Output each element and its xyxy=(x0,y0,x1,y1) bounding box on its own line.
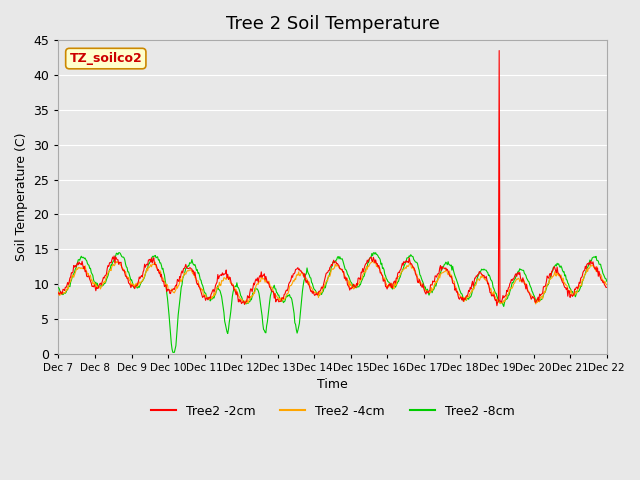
Title: Tree 2 Soil Temperature: Tree 2 Soil Temperature xyxy=(226,15,440,33)
Legend: Tree2 -2cm, Tree2 -4cm, Tree2 -8cm: Tree2 -2cm, Tree2 -4cm, Tree2 -8cm xyxy=(145,400,520,423)
X-axis label: Time: Time xyxy=(317,378,348,391)
Y-axis label: Soil Temperature (C): Soil Temperature (C) xyxy=(15,132,28,261)
Text: TZ_soilco2: TZ_soilco2 xyxy=(69,52,142,65)
